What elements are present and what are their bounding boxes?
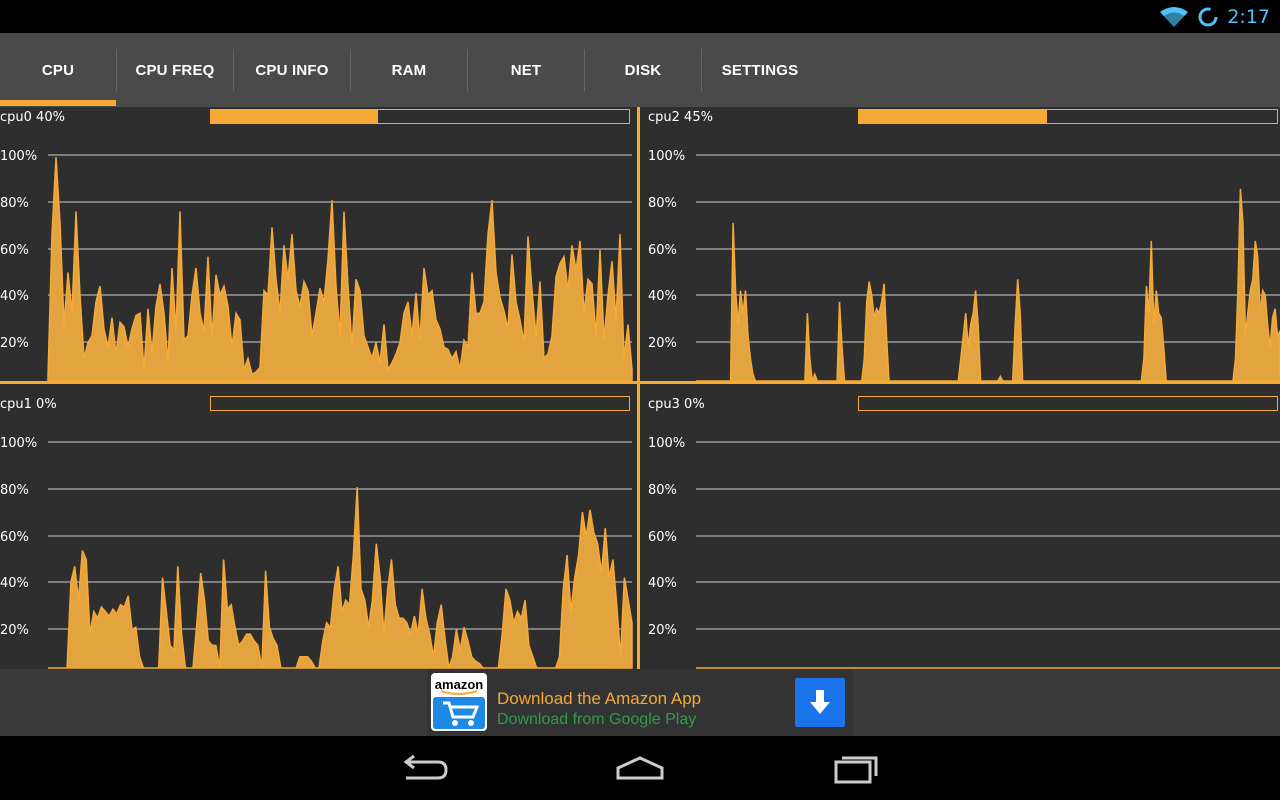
- y-axis-label: 40%: [0, 576, 29, 591]
- y-axis-label: 60%: [648, 243, 677, 258]
- tab-cpu-info[interactable]: CPU INFO: [255, 61, 329, 79]
- tab-settings[interactable]: SETTINGS: [721, 61, 799, 79]
- y-axis-label: 40%: [648, 576, 677, 591]
- sync-circle-icon: [1198, 7, 1218, 27]
- cpu-usage-fill: [211, 110, 379, 123]
- cpu-label: cpu1 0%: [0, 397, 57, 412]
- y-axis-label: 60%: [0, 530, 29, 545]
- cpu-panel-cpu1: cpu1 0% 100% 80% 60% 40% 20%: [0, 394, 638, 673]
- svg-text:amazon: amazon: [435, 677, 483, 692]
- y-axis-label: 20%: [648, 336, 677, 351]
- status-bar: 2:17: [0, 0, 1280, 33]
- recents-button[interactable]: [826, 750, 886, 786]
- clock: 2:17: [1227, 6, 1270, 28]
- cpu-panel-cpu0: cpu0 40% 100% 80% 60% 40% 20%: [0, 107, 638, 386]
- cpu-graph: [47, 154, 633, 382]
- home-button[interactable]: [610, 750, 670, 786]
- y-axis-label: 80%: [648, 196, 677, 211]
- cpu-label: cpu3 0%: [648, 397, 705, 412]
- cpu-usage-area: [48, 487, 633, 669]
- y-axis-label: 100%: [0, 149, 38, 164]
- amazon-logo: amazon: [431, 673, 487, 731]
- tab-net[interactable]: NET: [510, 61, 542, 79]
- tab-divider: [233, 49, 234, 91]
- y-axis-label: 20%: [0, 623, 29, 638]
- selected-tab-indicator: [0, 100, 116, 106]
- cpu-graphs-area: cpu0 40% 100% 80% 60% 40% 20% cpu2 45% 1…: [0, 107, 1280, 669]
- y-axis-label: 60%: [648, 530, 677, 545]
- cpu-usage-area: [47, 157, 633, 382]
- download-arrow-icon: [810, 690, 830, 714]
- panel-divider-horizontal: [0, 381, 1280, 384]
- tab-disk[interactable]: DISK: [624, 61, 662, 79]
- home-icon: [616, 756, 664, 780]
- recents-icon: [834, 756, 878, 784]
- cpu-label: cpu2 45%: [648, 110, 713, 125]
- cpu-usage-bar: [858, 109, 1278, 124]
- y-axis-label: 40%: [648, 289, 677, 304]
- back-icon: [403, 754, 448, 780]
- cpu-graph: [696, 154, 1280, 382]
- tab-divider: [701, 49, 702, 91]
- ad-bar: amazon Download the Amazon App Download …: [0, 669, 1280, 736]
- tab-divider: [584, 49, 585, 91]
- y-axis-label: 40%: [0, 289, 29, 304]
- cpu-graph: [696, 441, 1280, 669]
- cpu-panel-cpu2: cpu2 45% 100% 80% 60% 40% 20%: [648, 107, 1280, 386]
- cpu-usage-area: [696, 188, 1280, 382]
- y-axis-label: 100%: [648, 436, 686, 451]
- cpu-panel-cpu3: cpu3 0% 100% 80% 60% 40% 20%: [648, 394, 1280, 673]
- tab-divider: [116, 49, 117, 91]
- status-icons: 2:17: [1159, 4, 1270, 30]
- y-axis-label: 20%: [648, 623, 677, 638]
- wifi-icon: [1160, 7, 1189, 27]
- y-axis-label: 20%: [0, 336, 29, 351]
- ad-banner[interactable]: amazon Download the Amazon App Download …: [427, 669, 853, 736]
- panel-divider-vertical: [637, 107, 640, 669]
- tab-bar: CPU CPU FREQ CPU INFO RAM NET DISK SETTI…: [0, 33, 1280, 107]
- cpu-usage-bar: [858, 396, 1278, 411]
- cpu-label: cpu0 40%: [0, 110, 65, 125]
- y-axis-label: 100%: [0, 436, 38, 451]
- y-axis-label: 80%: [0, 483, 29, 498]
- ad-subtitle: Download from Google Play: [497, 711, 697, 728]
- y-axis-label: 100%: [648, 149, 686, 164]
- tab-ram[interactable]: RAM: [391, 61, 427, 79]
- tab-cpu-freq[interactable]: CPU FREQ: [135, 61, 215, 79]
- back-button[interactable]: [394, 750, 454, 786]
- tab-cpu[interactable]: CPU: [41, 61, 75, 79]
- tab-divider: [467, 49, 468, 91]
- y-axis-label: 80%: [648, 483, 677, 498]
- navigation-bar: [0, 736, 1280, 800]
- y-axis-label: 80%: [0, 196, 29, 211]
- cpu-usage-fill: [859, 110, 1048, 123]
- cpu-graph: [48, 441, 633, 669]
- cpu-usage-bar: [210, 396, 630, 411]
- y-axis-label: 60%: [0, 243, 29, 258]
- tab-divider: [350, 49, 351, 91]
- ad-download-button[interactable]: [795, 678, 845, 727]
- cpu-usage-bar: [210, 109, 630, 124]
- ad-title: Download the Amazon App: [497, 689, 702, 708]
